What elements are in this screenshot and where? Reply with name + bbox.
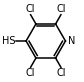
Text: Cl: Cl xyxy=(57,4,66,14)
Text: HS: HS xyxy=(2,36,16,46)
Text: Cl: Cl xyxy=(25,4,35,14)
Text: N: N xyxy=(68,36,76,46)
Text: Cl: Cl xyxy=(25,68,35,78)
Text: Cl: Cl xyxy=(57,68,66,78)
